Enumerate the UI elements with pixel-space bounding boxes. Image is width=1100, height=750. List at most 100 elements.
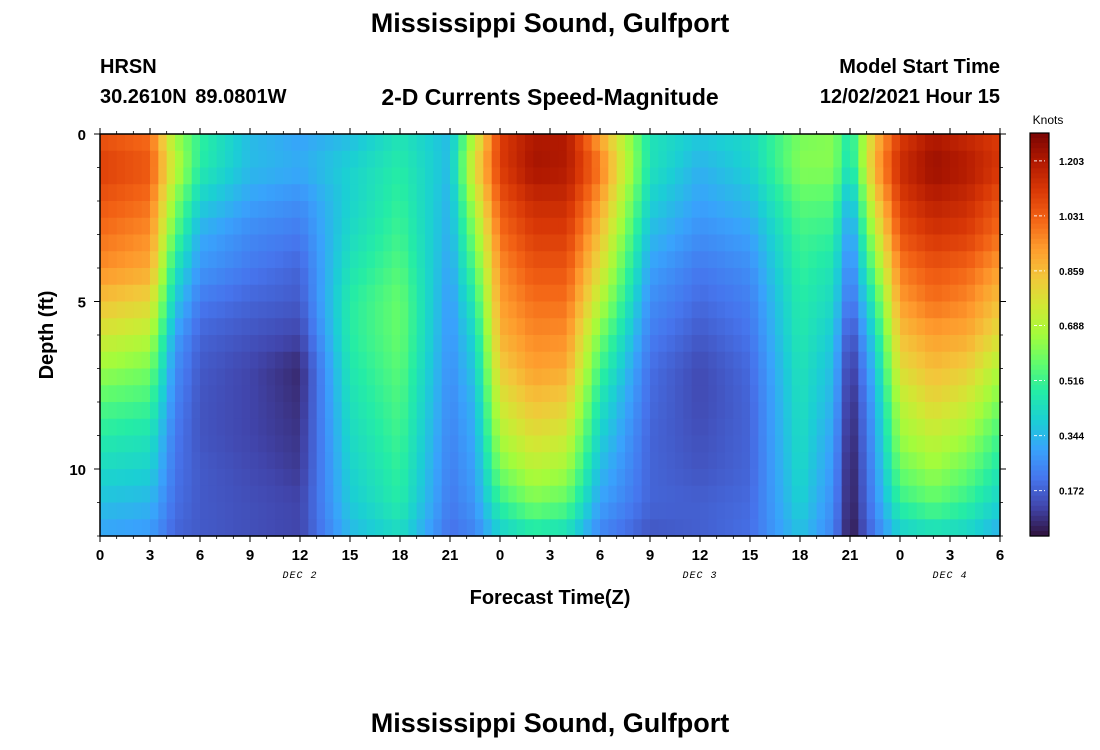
heatmap-cell xyxy=(208,402,218,420)
heatmap-cell xyxy=(291,418,301,437)
heatmap-cell xyxy=(250,201,259,219)
heatmap-cell xyxy=(633,402,643,420)
heatmap-cell xyxy=(825,452,834,470)
heatmap-cell xyxy=(391,502,401,520)
heatmap-cell xyxy=(758,402,768,420)
heatmap-cell xyxy=(708,485,718,504)
heatmap-cell xyxy=(500,318,509,336)
heatmap-cell xyxy=(650,485,659,504)
colorbar-swatch xyxy=(1030,183,1049,190)
heatmap-cell xyxy=(708,351,718,370)
heatmap-cell xyxy=(733,268,743,286)
heatmap-cell xyxy=(491,418,501,437)
heatmap-cell xyxy=(416,134,426,152)
heatmap-cell xyxy=(608,368,618,386)
heatmap-cell xyxy=(525,318,534,336)
heatmap-cell xyxy=(958,268,968,286)
heatmap-cell xyxy=(666,167,676,185)
heatmap-cell xyxy=(300,184,309,202)
heatmap-cell xyxy=(625,251,634,269)
heatmap-cell xyxy=(766,469,776,487)
heatmap-cell xyxy=(216,452,226,470)
colorbar-swatch xyxy=(1030,505,1049,512)
heatmap-cell xyxy=(658,184,668,202)
heatmap-cell xyxy=(183,217,193,236)
heatmap-cell xyxy=(516,318,526,336)
heatmap-cell xyxy=(725,519,734,537)
heatmap-cell xyxy=(883,418,893,437)
heatmap-cell xyxy=(583,150,593,169)
heatmap-cell xyxy=(641,201,651,219)
heatmap-cell xyxy=(516,435,526,453)
heatmap-cell xyxy=(208,234,218,252)
heatmap-cell xyxy=(733,301,743,319)
heatmap-cell xyxy=(483,201,493,219)
heatmap-cell xyxy=(450,402,459,420)
heatmap-cell xyxy=(733,469,743,487)
heatmap-cell xyxy=(650,184,659,202)
heatmap-cell xyxy=(933,435,943,453)
heatmap-cell xyxy=(475,435,484,453)
heatmap-cell xyxy=(966,150,976,169)
heatmap-cell xyxy=(416,201,426,219)
heatmap-cell xyxy=(241,201,251,219)
heatmap-cell xyxy=(375,435,384,453)
heatmap-cell xyxy=(275,418,284,437)
heatmap-cell xyxy=(866,284,876,303)
heatmap-cell xyxy=(866,519,876,537)
heatmap-cell xyxy=(575,452,584,470)
heatmap-cell xyxy=(825,234,834,252)
heatmap-cell xyxy=(958,502,968,520)
heatmap-cell xyxy=(741,150,751,169)
heatmap-cell xyxy=(941,502,951,520)
heatmap-cell xyxy=(941,469,951,487)
heatmap-cell xyxy=(533,150,543,169)
heatmap-cell xyxy=(908,301,918,319)
heatmap-cell xyxy=(258,351,268,370)
heatmap-cell xyxy=(141,301,151,319)
heatmap-cell xyxy=(241,502,251,520)
heatmap-cell xyxy=(175,167,184,185)
heatmap-cell xyxy=(816,368,826,386)
heatmap-cell xyxy=(350,402,359,420)
heatmap-cell xyxy=(566,184,576,202)
colorbar-swatch xyxy=(1030,349,1049,356)
heatmap-cell xyxy=(175,502,184,520)
heatmap-cell xyxy=(216,335,226,353)
heatmap-cell xyxy=(175,418,184,437)
heatmap-cell xyxy=(158,234,168,252)
heatmap-cell xyxy=(700,452,709,470)
heatmap-cell xyxy=(691,368,701,386)
heatmap-cell xyxy=(466,167,476,185)
heatmap-cell xyxy=(925,402,934,420)
heatmap-cell xyxy=(550,502,559,520)
heatmap-cell xyxy=(825,502,834,520)
heatmap-cell xyxy=(183,301,193,319)
heatmap-cell xyxy=(708,469,718,487)
heatmap-cell xyxy=(241,418,251,437)
heatmap-cell xyxy=(158,268,168,286)
heatmap-cell xyxy=(375,502,384,520)
heatmap-cell xyxy=(833,150,843,169)
heatmap-cell xyxy=(508,519,518,537)
heatmap-cell xyxy=(358,469,368,487)
heatmap-cell xyxy=(933,385,943,403)
heatmap-cell xyxy=(266,284,276,303)
heatmap-cell xyxy=(641,150,651,169)
heatmap-cell xyxy=(975,351,984,370)
heatmap-cell xyxy=(575,402,584,420)
heatmap-cell xyxy=(841,402,851,420)
heatmap-cell xyxy=(725,184,734,202)
heatmap-cell xyxy=(841,485,851,504)
heatmap-cell xyxy=(750,251,759,269)
heatmap-cell xyxy=(350,368,359,386)
heatmap-cell xyxy=(958,385,968,403)
heatmap-cell xyxy=(416,502,426,520)
heatmap-cell xyxy=(975,368,984,386)
heatmap-cell xyxy=(491,201,501,219)
heatmap-cell xyxy=(266,502,276,520)
heatmap-cell xyxy=(650,469,659,487)
heatmap-cell xyxy=(475,385,484,403)
heatmap-cell xyxy=(758,519,768,537)
heatmap-cell xyxy=(841,234,851,252)
